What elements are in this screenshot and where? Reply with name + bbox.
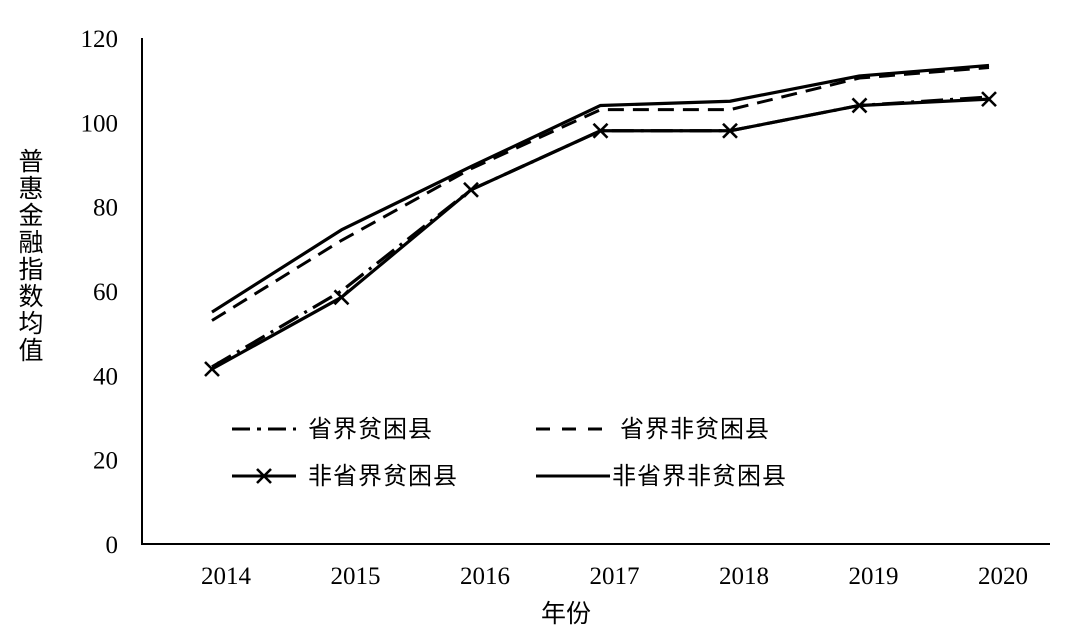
legend-label: 省界贫困县	[308, 415, 433, 443]
data-point-marker	[851, 97, 868, 114]
x-tick-label: 2019	[849, 563, 899, 590]
y-axis-title-char: 金	[18, 201, 43, 230]
legend-item: 省界非贫困县	[536, 415, 770, 443]
data-point-marker	[592, 122, 609, 139]
y-tick-labels: 0 20 40 60 80 100 120	[81, 26, 119, 559]
axes	[141, 38, 1050, 545]
legend-label: 非省界非贫困县	[612, 462, 787, 490]
x-tick-labels: 2014 2015 2016 2017 2018 2019 2020	[201, 563, 1028, 590]
y-tick-label: 0	[106, 532, 119, 559]
data-point-marker	[463, 181, 479, 198]
series-1	[211, 95, 990, 369]
series-line	[211, 66, 990, 322]
legend-marker	[256, 468, 272, 484]
series-3	[204, 91, 997, 377]
data-point-marker	[722, 122, 738, 139]
legend-label: 省界非贫困县	[620, 415, 770, 443]
data-point-marker	[333, 289, 350, 306]
x-tick-label: 2014	[201, 563, 252, 590]
y-axis-title-char: 指	[18, 255, 43, 284]
data-point-marker	[204, 361, 220, 377]
y-tick-label: 100	[81, 110, 119, 137]
series-line	[211, 95, 990, 369]
x-tick-label: 2018	[719, 563, 769, 590]
series-4	[211, 63, 990, 314]
x-tick-label: 2020	[978, 563, 1028, 590]
x-tick-label: 2015	[331, 563, 381, 590]
y-axis-title-char: 数	[18, 282, 43, 311]
y-axis-title-char: 均	[18, 309, 43, 338]
data-point-marker	[981, 91, 997, 108]
y-tick-label: 40	[93, 363, 118, 390]
y-axis-title-char: 融	[18, 228, 43, 257]
y-tick-label: 60	[93, 279, 118, 306]
series-layer	[204, 63, 997, 377]
y-tick-label: 120	[81, 26, 119, 53]
series-2	[211, 66, 990, 322]
y-axis-title-char: 普	[18, 147, 43, 176]
series-line	[211, 63, 990, 314]
y-axis-title-char: 值	[18, 336, 43, 365]
y-tick-label: 80	[93, 195, 118, 222]
legend-label: 非省界贫困县	[308, 462, 458, 490]
y-tick-label: 20	[93, 448, 118, 475]
series-line	[211, 97, 990, 371]
y-axis-title-char: 惠	[18, 174, 43, 203]
x-tick-label: 2016	[460, 563, 510, 590]
x-axis-title: 年份	[541, 599, 591, 628]
x-tick-label: 2017	[590, 563, 640, 590]
legend-item: 省界贫困县	[232, 415, 433, 443]
legend-item: 非省界贫困县	[232, 462, 458, 490]
legend-item: 非省界非贫困县	[536, 462, 787, 490]
